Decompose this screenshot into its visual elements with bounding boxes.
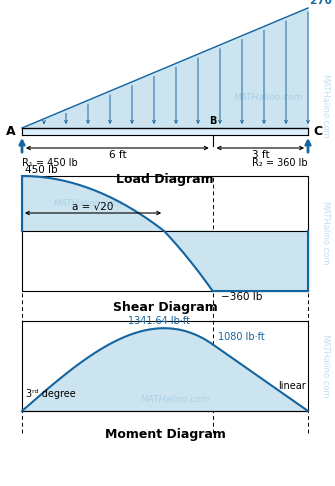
Text: 6 ft: 6 ft (109, 150, 126, 160)
Text: 450 lb: 450 lb (25, 165, 58, 175)
Text: R₁ = 450 lb: R₁ = 450 lb (22, 158, 78, 168)
Text: MATHalino.com: MATHalino.com (233, 93, 303, 103)
Text: MATHalino.com: MATHalino.com (54, 198, 123, 208)
Polygon shape (213, 231, 308, 291)
Text: −360 lb: −360 lb (221, 292, 262, 302)
Text: 1080 lb·ft: 1080 lb·ft (218, 332, 264, 342)
Text: R₂ = 360 lb: R₂ = 360 lb (252, 158, 308, 168)
Text: Moment Diagram: Moment Diagram (105, 428, 225, 441)
Text: B: B (209, 116, 216, 126)
Text: MATHalino.com: MATHalino.com (321, 74, 330, 138)
Text: Load Diagram: Load Diagram (116, 173, 214, 186)
Text: MATHalino.com: MATHalino.com (321, 334, 330, 398)
Text: 1341.64 lb·ft: 1341.64 lb·ft (128, 316, 190, 326)
Text: 3 ft: 3 ft (252, 150, 269, 160)
Text: MATHalino.com: MATHalino.com (140, 395, 210, 403)
Text: 270 lb/ft: 270 lb/ft (310, 0, 335, 6)
Polygon shape (22, 8, 308, 128)
Text: a = √20: a = √20 (72, 201, 114, 211)
Polygon shape (22, 328, 308, 411)
Text: linear: linear (278, 381, 306, 391)
Text: A: A (6, 125, 16, 138)
Text: C: C (313, 125, 322, 138)
Polygon shape (22, 176, 163, 231)
Text: 3ʳᵈ degree: 3ʳᵈ degree (26, 389, 76, 399)
Text: Shear Diagram: Shear Diagram (113, 301, 217, 314)
Polygon shape (164, 231, 213, 291)
Polygon shape (22, 128, 308, 135)
Text: MATHalino.com: MATHalino.com (321, 201, 330, 266)
